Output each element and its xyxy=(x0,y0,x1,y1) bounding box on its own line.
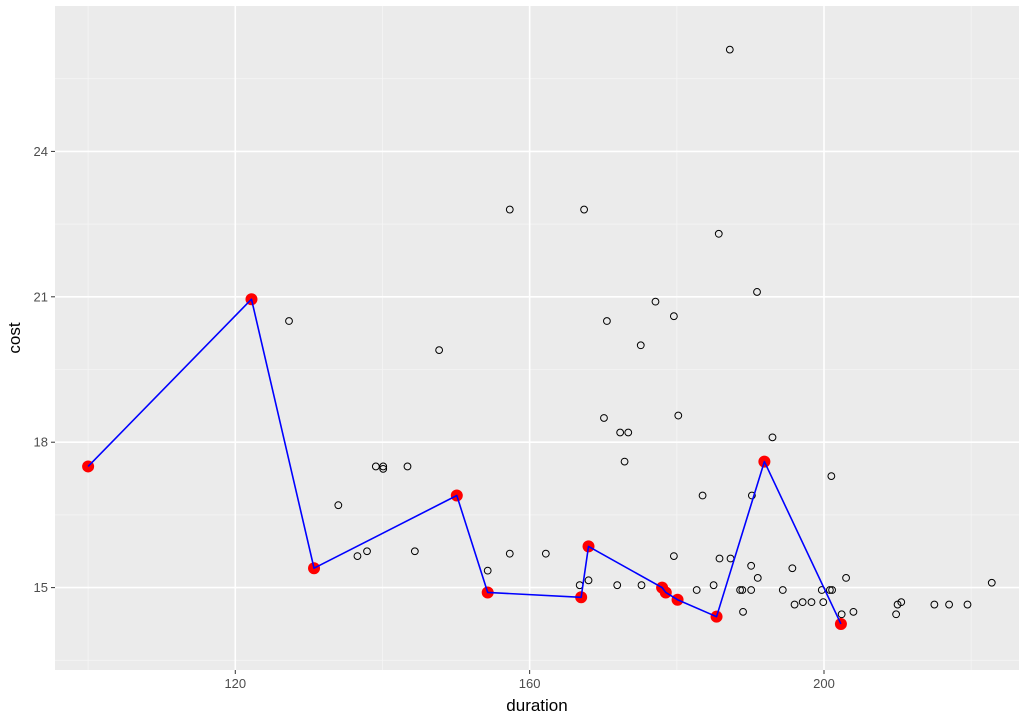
scatter-point xyxy=(698,491,707,500)
scatter-point xyxy=(892,610,901,619)
scatter-point xyxy=(753,288,761,296)
scatter-point xyxy=(379,462,388,471)
x-tick-labels: 120 160 200 xyxy=(224,676,834,691)
scatter-point xyxy=(945,600,953,609)
path-line xyxy=(87,298,842,625)
scatter-point xyxy=(669,552,678,561)
scatter-point xyxy=(285,317,293,325)
scatter-point xyxy=(636,341,645,350)
scatter-point xyxy=(798,598,807,607)
scatter-point xyxy=(963,600,972,609)
scatter-point xyxy=(580,205,588,214)
scatter-point xyxy=(819,598,828,607)
scatter-point xyxy=(620,457,629,466)
scatter-point xyxy=(600,414,608,422)
scatter-point xyxy=(353,552,362,561)
grid-major xyxy=(55,6,1019,670)
scatter-point xyxy=(371,462,380,471)
tick-marks xyxy=(51,150,825,674)
scatter-point xyxy=(505,205,514,214)
scatter-point xyxy=(692,586,701,594)
scatter-point xyxy=(987,578,996,587)
scatter-point xyxy=(637,581,646,590)
frontier-path xyxy=(82,293,847,630)
scatter-point xyxy=(825,586,834,594)
y-tick-labels: 15 18 21 24 xyxy=(34,144,48,595)
scatter-point xyxy=(768,433,777,442)
scatter-point xyxy=(747,491,756,500)
y-tick-label: 15 xyxy=(34,580,48,595)
scatter-point xyxy=(753,574,762,582)
scatter-point xyxy=(930,600,939,609)
scatter-point xyxy=(613,581,622,590)
scatter-point xyxy=(584,576,593,585)
scatter-point xyxy=(788,564,797,573)
scatter-point xyxy=(709,581,718,590)
scatter-point xyxy=(827,472,836,481)
scatter-point xyxy=(435,346,444,355)
scatter-points xyxy=(285,45,996,619)
scatter-point xyxy=(651,297,660,306)
y-axis-title: cost xyxy=(5,322,24,353)
grid-minor xyxy=(55,6,1019,670)
scatter-point xyxy=(624,428,633,437)
x-tick-label: 160 xyxy=(519,676,541,691)
scatter-point xyxy=(403,462,412,471)
scatter-point xyxy=(837,610,846,619)
x-tick-label: 120 xyxy=(224,676,246,691)
panel-background xyxy=(55,6,1019,670)
scatter-point xyxy=(807,598,816,607)
scatter-point xyxy=(736,586,745,594)
scatter-point xyxy=(747,586,756,594)
scatter-point xyxy=(842,574,850,582)
scatter-point xyxy=(410,547,419,556)
x-axis-title: duration xyxy=(506,696,567,715)
scatter-point xyxy=(739,607,747,616)
scatter-point xyxy=(541,549,550,558)
scatter-point xyxy=(379,464,388,473)
scatter-point xyxy=(714,229,723,238)
y-tick-label: 18 xyxy=(34,435,48,450)
scatter-point xyxy=(715,554,724,563)
scatter-point xyxy=(603,317,611,325)
scatter-point xyxy=(790,600,799,609)
scatter-point xyxy=(669,312,678,321)
y-tick-label: 21 xyxy=(34,289,48,304)
scatter-point xyxy=(849,607,858,616)
scatter-point xyxy=(778,586,787,594)
y-tick-label: 24 xyxy=(34,144,48,159)
scatter-point xyxy=(674,411,683,420)
scatter-point xyxy=(738,586,747,594)
scatter-point xyxy=(828,586,836,594)
scatter-point xyxy=(334,501,343,510)
scatter-point xyxy=(747,561,756,570)
scatter-point xyxy=(616,428,625,437)
scatter-point xyxy=(363,547,371,556)
scatter-point xyxy=(893,600,902,609)
scatter-point xyxy=(505,549,514,558)
x-tick-label: 200 xyxy=(813,676,835,691)
scatter-point xyxy=(725,45,734,54)
scatter-point xyxy=(483,566,492,575)
